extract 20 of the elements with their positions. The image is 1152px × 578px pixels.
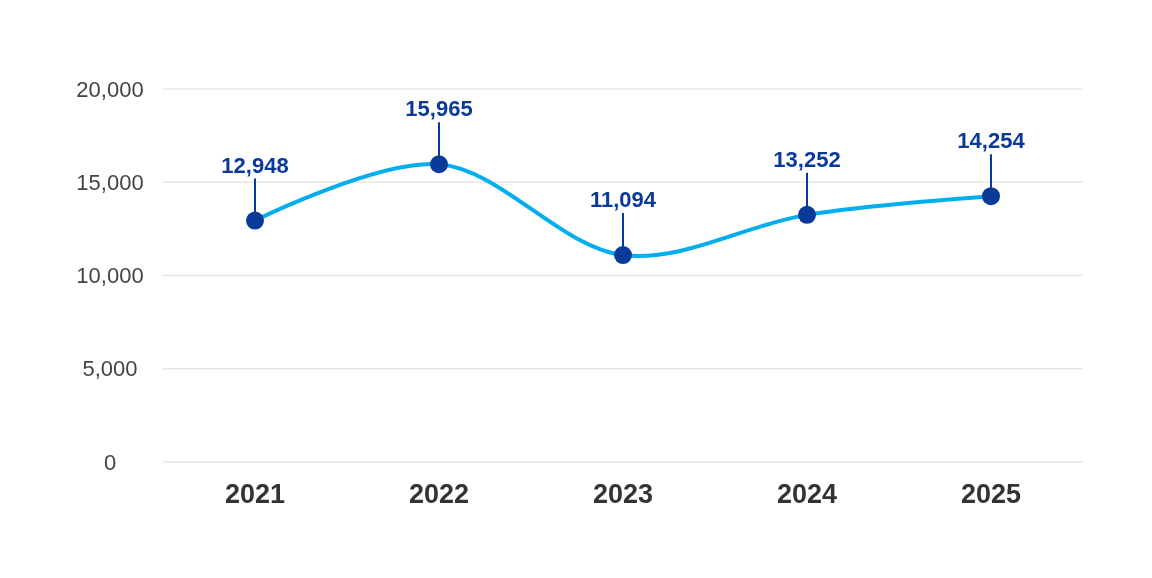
y-tick-label: 0 xyxy=(103,449,117,475)
x-tick-label: 2025 xyxy=(960,479,1022,509)
data-label: 13,252 xyxy=(773,146,841,172)
point xyxy=(246,211,264,230)
data-label: 14,254 xyxy=(957,128,1026,154)
point xyxy=(430,155,448,174)
data-label: 11,094 xyxy=(589,187,657,213)
y-tick-label: 20,000 xyxy=(76,76,144,102)
data-label: 15,965 xyxy=(405,96,473,122)
y-tick-label: 15,000 xyxy=(76,169,144,195)
x-tick-label: 2024 xyxy=(776,479,838,509)
point xyxy=(798,205,816,224)
x-tick-label: 2023 xyxy=(592,479,654,509)
y-tick-label: 5,000 xyxy=(82,356,138,382)
y-tick-label: 10,000 xyxy=(76,263,144,289)
x-tick-label: 2021 xyxy=(224,479,286,509)
data-label: 12,948 xyxy=(221,152,289,178)
x-tick-label: 2022 xyxy=(408,479,470,509)
point xyxy=(614,246,632,265)
point xyxy=(982,187,1000,206)
